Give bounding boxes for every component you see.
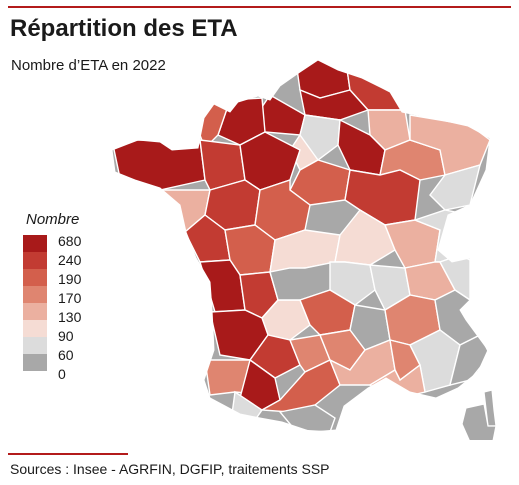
france-map <box>111 60 497 440</box>
france-outline <box>111 60 491 433</box>
legend-swatch <box>23 286 47 303</box>
legend-swatch <box>23 252 47 269</box>
legend-swatch <box>23 337 47 354</box>
legend-label: 130 <box>58 309 82 325</box>
department-region <box>429 163 481 211</box>
legend-swatch <box>23 354 47 371</box>
department-region <box>249 334 301 379</box>
legend-label: 60 <box>58 347 74 363</box>
legend-swatch <box>23 235 47 252</box>
legend-label: 170 <box>58 290 82 306</box>
department-region <box>461 403 497 440</box>
top-rule <box>8 6 511 8</box>
legend-swatch <box>23 320 47 337</box>
legend-swatch <box>23 269 47 286</box>
legend-title: Nombre <box>26 211 80 228</box>
corsica <box>461 389 497 440</box>
legend-swatch <box>23 303 47 320</box>
map-title: Répartition des ETA <box>10 15 238 42</box>
department-region <box>112 139 206 191</box>
legend-label: 90 <box>58 328 74 344</box>
legend-label: 0 <box>58 366 66 382</box>
bottom-rule <box>8 453 128 455</box>
legend-label: 680 <box>58 233 82 249</box>
mainland-france <box>112 60 490 432</box>
source-note: Sources : Insee - AGRFIN, DGFIP, traitem… <box>10 461 330 477</box>
legend-label: 240 <box>58 252 82 268</box>
legend-label: 190 <box>58 271 82 287</box>
map-subtitle: Nombre d’ETA en 2022 <box>11 57 166 74</box>
